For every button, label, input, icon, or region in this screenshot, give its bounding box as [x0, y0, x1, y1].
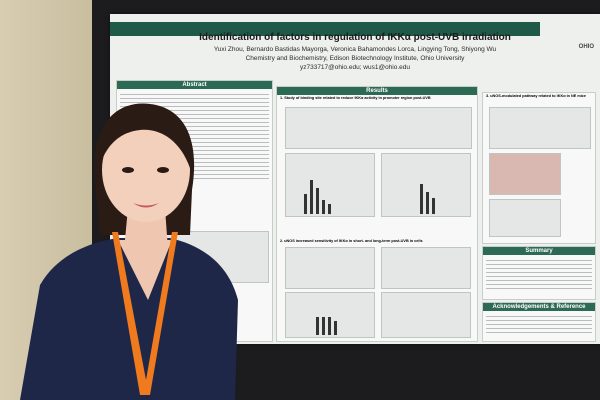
- university-logo: OHIO: [542, 44, 594, 50]
- right-eye: [157, 167, 169, 173]
- poster-emails: yz733717@ohio.edu; wus1@ohio.edu: [299, 64, 411, 71]
- acknowledgements-section: Acknowledgements & Reference: [482, 302, 596, 342]
- results-panel-b-title: 2. uNOS increased sensitivity of IKKα in…: [280, 239, 423, 243]
- chest-skin: [118, 240, 172, 300]
- western-blot-a: [285, 247, 375, 289]
- bar-chart-b: [381, 153, 471, 217]
- poster-authors: Yuxi Zhou, Bernardo Bastidas Mayorga, Ve…: [213, 46, 497, 53]
- mouse-diagram: [489, 107, 591, 149]
- summary-heading: Summary: [483, 247, 595, 255]
- poster-header-band: [110, 22, 540, 36]
- summary-section: Summary: [482, 246, 596, 300]
- promoter-diagram: [285, 107, 472, 149]
- poster-title: Identification of factors in regulation …: [199, 32, 511, 43]
- logo-text: OHIO: [578, 44, 594, 50]
- summary-body: [483, 255, 595, 293]
- abstract-heading: Abstract: [117, 81, 272, 89]
- western-blot-d: [489, 199, 561, 237]
- acknowledgements-body: [483, 311, 595, 337]
- western-blot-b: [381, 247, 471, 289]
- hair-top: [101, 105, 192, 168]
- bar-chart-a: [285, 153, 375, 217]
- western-blot-c: [381, 292, 471, 338]
- tissue-images: [489, 153, 561, 195]
- left-eye: [122, 167, 134, 173]
- results-panel-a-title: 1. Study of binding site related to redu…: [280, 96, 431, 100]
- poster-affiliation: Chemistry and Biochemistry, Edison Biote…: [245, 55, 465, 62]
- results-right-column: 3. uNOS-modulated pathway related to IKK…: [482, 92, 596, 244]
- results-column: Results 1. Study of binding site related…: [276, 86, 478, 342]
- orange-lanyard: [112, 232, 178, 395]
- acknowledgements-heading: Acknowledgements & Reference: [483, 303, 595, 311]
- results-heading: Results: [277, 87, 477, 95]
- face: [102, 118, 190, 222]
- results-panel-c-title: 3. uNOS-modulated pathway related to IKK…: [486, 94, 587, 98]
- smile: [133, 203, 159, 208]
- bar-chart-c: [285, 292, 375, 338]
